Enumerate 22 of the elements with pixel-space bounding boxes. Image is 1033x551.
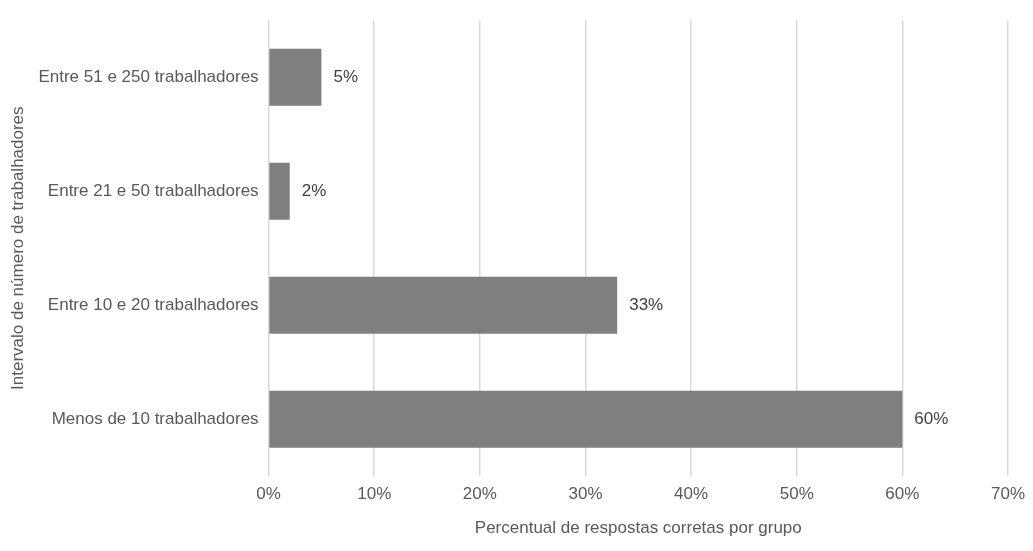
bar — [269, 48, 322, 106]
x-tick-label: 70% — [990, 484, 1025, 504]
x-tick-label: 20% — [462, 484, 497, 504]
x-tick-label: 10% — [357, 484, 392, 504]
x-axis-title: Percentual de respostas corretas por grupo — [474, 518, 802, 538]
x-tick-label: 30% — [568, 484, 603, 504]
data-label: 33% — [629, 294, 664, 314]
data-label: 5% — [333, 66, 358, 86]
data-label: 2% — [301, 180, 327, 200]
y-axis-title: Intervalo de número de trabalhadores — [7, 106, 27, 390]
x-tick-label: 50% — [779, 484, 814, 504]
y-tick-label: Entre 10 e 20 trabalhadores — [47, 294, 259, 314]
data-label: 60% — [914, 408, 949, 428]
x-tick-label: 40% — [674, 484, 709, 504]
x-tick-label: 0% — [256, 484, 281, 504]
bar — [269, 390, 903, 448]
bar — [269, 276, 618, 334]
y-tick-label: Entre 21 e 50 trabalhadores — [47, 180, 259, 200]
bar — [269, 162, 290, 220]
y-tick-label: Entre 51 e 250 trabalhadores — [38, 66, 259, 86]
y-tick-label: Menos de 10 trabalhadores — [51, 408, 259, 428]
x-tick-label: 60% — [885, 484, 920, 504]
